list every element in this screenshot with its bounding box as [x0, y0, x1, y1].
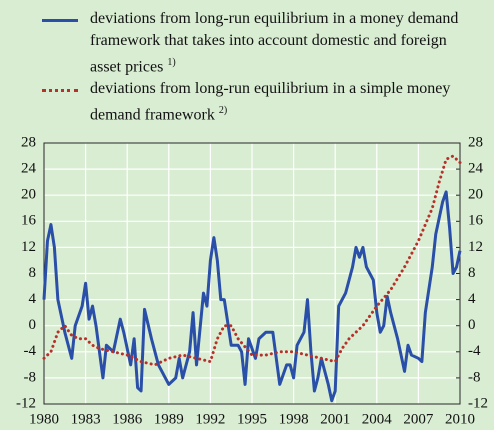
y2-tick-label: 16 [468, 213, 484, 229]
legend-entry: deviations from long-run equilibrium in … [0, 78, 480, 126]
y2-tick-label: 20 [468, 187, 483, 203]
y-tick-label: 28 [21, 134, 36, 150]
x-tick-label: 2007 [403, 411, 434, 427]
x-tick-label: 1998 [279, 411, 309, 427]
y-tick-label: -12 [16, 395, 36, 411]
x-tick-label: 2004 [362, 411, 393, 427]
y-tick-label: 12 [21, 239, 36, 255]
x-tick-label: 1989 [154, 411, 184, 427]
y-tick-label: 8 [29, 265, 37, 281]
y2-tick-label: -12 [468, 395, 488, 411]
x-tick-label: 2001 [320, 411, 350, 427]
y-tick-label: -4 [24, 343, 37, 359]
legend-label: deviations from long-run equilibrium in … [90, 80, 451, 124]
x-tick-label: 1992 [195, 411, 225, 427]
y2-tick-label: 4 [468, 291, 476, 307]
y-tick-label: -8 [24, 369, 37, 385]
y2-tick-label: 8 [468, 265, 476, 281]
legend-swatch [42, 89, 78, 93]
y-tick-label: 20 [21, 187, 36, 203]
y2-tick-label: 0 [468, 317, 476, 333]
legend-note: 2) [218, 105, 228, 117]
legend: deviations from long-run equilibrium in … [0, 8, 494, 127]
legend-swatch [42, 19, 78, 22]
y-tick-label: 24 [21, 161, 37, 177]
x-tick-label: 1986 [112, 411, 143, 427]
x-tick-label: 1980 [29, 411, 59, 427]
legend-label: deviations from long-run equilibrium in … [90, 10, 459, 76]
plot-frame [43, 142, 461, 405]
y-tick-label: 4 [29, 291, 37, 307]
y-tick-label: 0 [29, 317, 37, 333]
y2-tick-label: -8 [468, 369, 481, 385]
x-tick-label: 1995 [237, 411, 267, 427]
y-tick-label: 16 [21, 213, 37, 229]
legend-note: 1) [167, 57, 176, 68]
y2-tick-label: 12 [468, 239, 483, 255]
series-line [42, 154, 462, 367]
y2-tick-label: 24 [468, 161, 484, 177]
x-tick-label: 2010 [445, 411, 475, 427]
y2-tick-label: -4 [468, 343, 481, 359]
legend-entry: deviations from long-run equilibrium in … [0, 8, 480, 78]
x-tick-label: 1983 [71, 411, 101, 427]
y2-tick-label: 28 [468, 134, 483, 150]
